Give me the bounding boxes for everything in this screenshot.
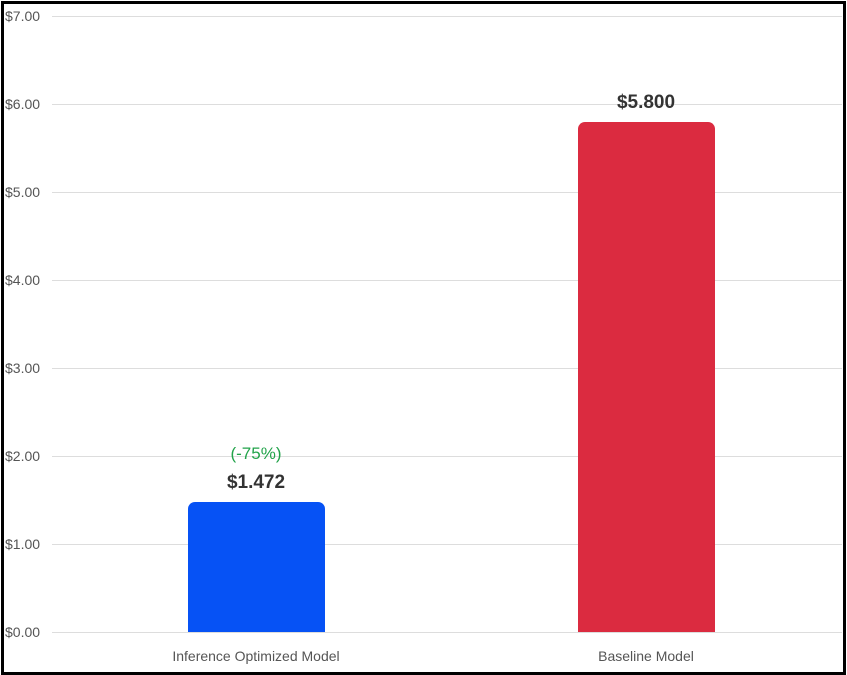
gridline bbox=[52, 280, 842, 281]
gridline bbox=[52, 192, 842, 193]
gridline bbox=[52, 632, 842, 633]
y-axis-tick-label: $5.00 bbox=[5, 184, 41, 200]
y-axis-tick-label: $1.00 bbox=[5, 536, 41, 552]
y-axis-tick-label: $0.00 bbox=[5, 624, 41, 640]
gridline bbox=[52, 368, 842, 369]
percent-change-annotation: (-75%) bbox=[230, 444, 282, 464]
y-axis-tick-label: $2.00 bbox=[5, 448, 41, 464]
y-axis-tick-label: $4.00 bbox=[5, 272, 41, 288]
y-axis-tick-label: $6.00 bbox=[5, 96, 41, 112]
x-axis-category-label: Inference Optimized Model bbox=[172, 648, 340, 664]
y-axis-tick-label: $7.00 bbox=[5, 8, 41, 24]
bar-1[interactable] bbox=[578, 121, 715, 632]
gridline bbox=[52, 456, 842, 457]
x-axis-category-label: Baseline Model bbox=[598, 648, 694, 664]
bar-0[interactable] bbox=[188, 502, 325, 632]
y-axis-tick-label: $3.00 bbox=[5, 360, 41, 376]
bar-value-label: $1.472 bbox=[226, 472, 286, 494]
bar-value-label: $5.800 bbox=[616, 91, 676, 113]
gridline bbox=[52, 16, 842, 17]
gridline bbox=[52, 104, 842, 105]
gridline bbox=[52, 544, 842, 545]
